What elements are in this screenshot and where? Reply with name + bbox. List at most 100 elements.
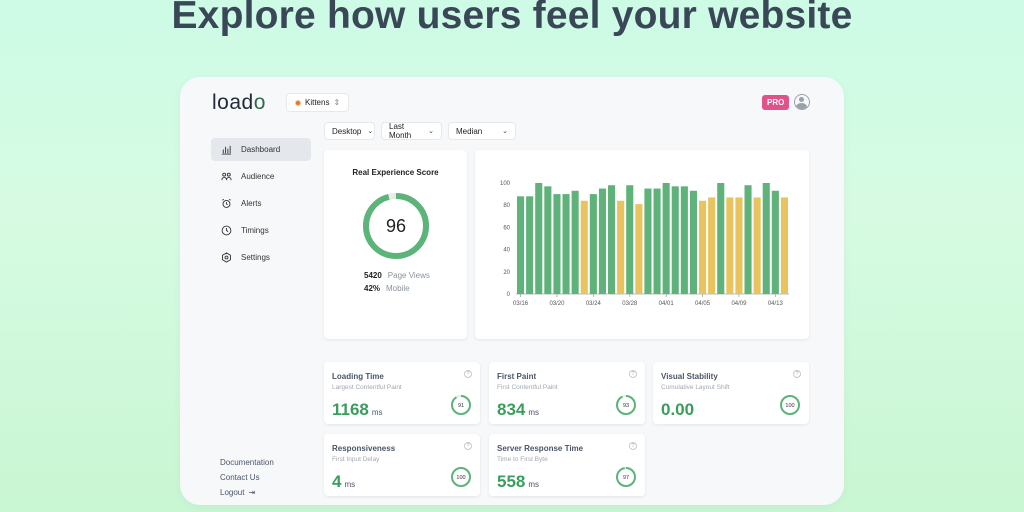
users-icon — [221, 172, 232, 181]
chart-bar[interactable] — [562, 194, 570, 294]
metric-value: 558 ms — [497, 472, 539, 492]
chart-bar[interactable] — [744, 185, 752, 294]
metric-card-first-paint[interactable]: First Paint First Contentful Paint 834 ms? 9… — [489, 362, 645, 424]
metric-number: 834 — [497, 400, 526, 419]
sidebar: Dashboard Audience Alerts Timings Settin… — [211, 138, 311, 273]
chart-bar[interactable] — [762, 183, 770, 294]
chart-bar[interactable] — [689, 190, 697, 294]
metric-number: 4 — [332, 472, 342, 491]
metric-card-visual-stability[interactable]: Visual Stability Cumulative Layout Shift 0… — [653, 362, 809, 424]
score-bar-chart: 0 20 40 60 80 100 03/16 03/20 03/24 03/28 04/01 04/… — [500, 181, 789, 307]
contact-link[interactable]: Contact Us — [220, 473, 260, 482]
chart-bar[interactable] — [517, 196, 525, 294]
app-window: loado Kittens ⇕ PRO Desktop ⌄ Last Month ⌄… — [180, 77, 844, 505]
chevron-down-icon: ⌄ — [428, 128, 434, 135]
documentation-link[interactable]: Documentation — [220, 458, 274, 467]
chart-bar[interactable] — [680, 186, 688, 294]
chart-bar[interactable] — [708, 197, 716, 294]
chart-bar[interactable] — [726, 197, 734, 294]
metric-score-ring: 93 — [616, 395, 636, 415]
chart-bar[interactable] — [571, 190, 579, 294]
help-icon[interactable]: ? — [464, 442, 472, 450]
chart-bar[interactable] — [617, 200, 625, 294]
metric-unit: ms — [344, 480, 356, 489]
device-filter[interactable]: Desktop ⌄ — [324, 122, 375, 140]
metric-score-ring: 97 — [616, 467, 636, 487]
chevron-down-icon: ⌄ — [367, 128, 374, 135]
metric-card-responsiveness[interactable]: Responsiveness First Input Delay 4 ms? 100 — [324, 434, 480, 496]
alarm-icon — [222, 198, 231, 208]
metric-subtitle: Cumulative Layout Shift — [661, 384, 730, 391]
chart-bar[interactable] — [553, 194, 561, 294]
logout-link[interactable]: Logout ⇥ — [220, 485, 274, 500]
chart-bar[interactable] — [780, 197, 788, 294]
sidebar-item-alerts[interactable]: Alerts — [211, 192, 311, 215]
logo-text: load — [212, 91, 254, 114]
chart-bar[interactable] — [589, 194, 597, 294]
metric-score-ring: 100 — [451, 467, 471, 487]
sidebar-item-dashboard[interactable]: Dashboard — [211, 138, 311, 161]
device-filter-label: Desktop — [332, 126, 362, 136]
metric-value: 0.00 — [661, 400, 697, 420]
stat-value: 5420 — [364, 271, 382, 280]
chart-bar[interactable] — [771, 190, 779, 294]
chart-bar[interactable] — [635, 204, 643, 294]
help-icon[interactable]: ? — [629, 442, 637, 450]
metric-subtitle: Time to First Byte — [497, 456, 548, 463]
metric-title: Responsiveness — [332, 444, 396, 453]
metric-title: Loading Time — [332, 372, 384, 381]
x-tick-label: 04/05 — [695, 301, 711, 307]
sidebar-item-settings[interactable]: Settings — [211, 246, 311, 269]
sidebar-item-label: Alerts — [241, 199, 262, 208]
metric-score-arc — [616, 395, 636, 415]
chart-bar[interactable] — [735, 197, 743, 294]
stat-mobile: 42% Mobile — [364, 284, 430, 297]
pro-badge[interactable]: PRO — [762, 95, 790, 110]
chart-bar[interactable] — [671, 186, 679, 294]
metric-subtitle: First Input Delay — [332, 456, 380, 463]
score-ring: 96 — [363, 193, 429, 259]
stat-label: Mobile — [386, 284, 410, 293]
metric-title: Visual Stability — [661, 372, 718, 381]
chart-bar[interactable] — [580, 200, 588, 294]
sidebar-item-audience[interactable]: Audience — [211, 165, 311, 188]
chart-bar[interactable] — [526, 196, 534, 294]
help-icon[interactable]: ? — [793, 370, 801, 378]
site-selector[interactable]: Kittens ⇕ — [286, 93, 350, 112]
chart-bar[interactable] — [626, 185, 634, 294]
metric-unit: ms — [528, 408, 540, 417]
sidebar-item-label: Audience — [241, 172, 275, 181]
aggregate-filter[interactable]: Median ⌄ — [448, 122, 516, 140]
metric-score-arc — [616, 467, 636, 487]
chart-bar[interactable] — [662, 183, 670, 294]
help-icon[interactable]: ? — [629, 370, 637, 378]
period-filter[interactable]: Last Month ⌄ — [381, 122, 442, 140]
chart-bar[interactable] — [598, 188, 606, 294]
metric-value: 1168 ms — [332, 400, 383, 420]
x-tick-label: 04/13 — [768, 301, 784, 307]
chart-bar[interactable] — [699, 200, 707, 294]
chart-card: 0 20 40 60 80 100 03/16 03/20 03/24 03/28 04/01 04/… — [475, 150, 809, 339]
help-icon[interactable]: ? — [464, 370, 472, 378]
metric-title: First Paint — [497, 372, 537, 381]
chart-bar[interactable] — [544, 186, 552, 294]
metric-score-ring: 91 — [451, 395, 471, 415]
y-tick-label: 100 — [500, 181, 511, 187]
logo[interactable]: loado — [212, 91, 266, 115]
chart-bar[interactable] — [717, 183, 725, 294]
y-tick-label: 60 — [503, 225, 510, 231]
chart-bar[interactable] — [653, 188, 661, 294]
bar-chart-icon — [221, 145, 232, 155]
avatar[interactable] — [794, 94, 810, 110]
chart-bar[interactable] — [644, 188, 652, 294]
chart-bar[interactable] — [608, 185, 616, 294]
metric-card-loading-time[interactable]: Loading Time Largest Contentful Paint 1168… — [324, 362, 480, 424]
x-tick-label: 04/01 — [659, 301, 675, 307]
sidebar-item-label: Dashboard — [241, 145, 281, 154]
chart-bar[interactable] — [535, 183, 543, 294]
metric-score: 100 — [785, 403, 794, 409]
chart-bar[interactable] — [753, 197, 761, 294]
sidebar-item-timings[interactable]: Timings — [211, 219, 311, 242]
metric-card-server-response-time[interactable]: Server Response Time Time to First Byte 55… — [489, 434, 645, 496]
x-tick-label: 03/20 — [549, 301, 565, 307]
